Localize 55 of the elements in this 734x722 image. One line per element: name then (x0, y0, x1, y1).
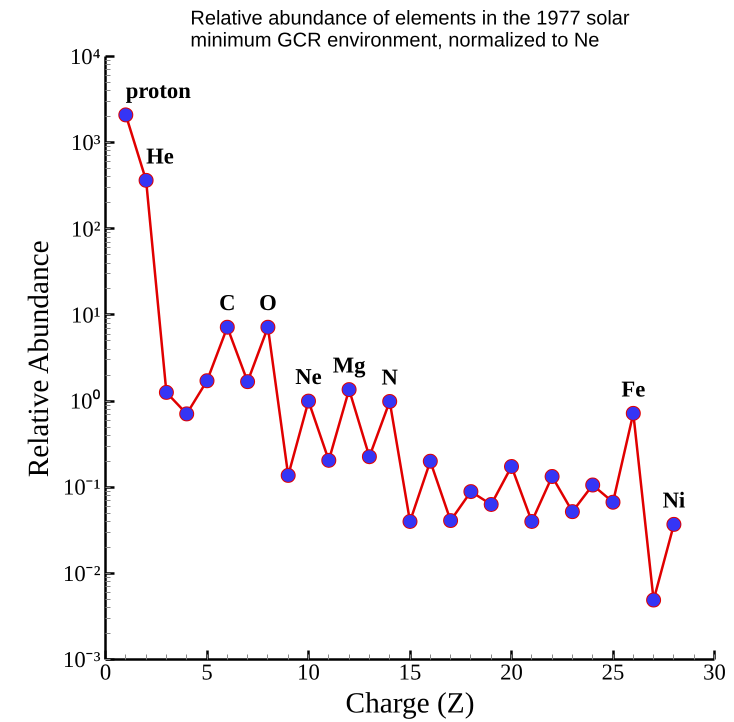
annotation: proton (126, 78, 192, 103)
y-tick-label: 10⁴ (70, 44, 101, 69)
annotation: Fe (621, 376, 646, 402)
point (200, 373, 214, 388)
point (666, 516, 682, 532)
y-tick-label: 10⁻³ (63, 647, 101, 672)
annotation: Ne (295, 364, 322, 390)
y-tick-label: 10⁻² (63, 560, 101, 586)
point (260, 320, 276, 335)
x-axis-title: Charge (Z) (346, 688, 474, 720)
point (118, 107, 134, 122)
y-tick-label: 10³ (71, 130, 101, 156)
point (626, 406, 641, 421)
point (220, 320, 235, 335)
annotation: O (259, 290, 277, 316)
point (564, 504, 580, 520)
y-tick-label: 10⁻¹ (63, 474, 101, 500)
point (240, 374, 256, 390)
x-tick-label: 30 (703, 660, 726, 684)
point (301, 394, 316, 409)
point (179, 406, 194, 422)
point (280, 468, 296, 483)
point (484, 497, 499, 512)
annotation: Mg (332, 352, 366, 378)
chart-title: Relative abundance of elements in the 1977 solar minimum GCR environment, normalized to Ne (190, 8, 630, 52)
point (544, 469, 560, 484)
point (382, 394, 398, 409)
point (362, 449, 377, 464)
point (402, 514, 418, 529)
point (321, 452, 336, 468)
annotation: N (382, 364, 399, 390)
y-axis-title: Relative Abundance (23, 240, 56, 478)
point (422, 454, 438, 469)
point (524, 514, 540, 529)
y-tick-label: 10¹ (71, 302, 101, 328)
point (463, 484, 478, 500)
point (585, 478, 600, 493)
point (606, 494, 620, 510)
point (158, 384, 174, 400)
y-tick-label: 10² (71, 216, 101, 242)
point (646, 592, 662, 608)
x-tick-label: 20 (500, 660, 523, 684)
annotation: He (146, 143, 174, 168)
x-tick-label: 5 (201, 660, 213, 684)
x-tick-label: 15 (398, 660, 422, 684)
point (504, 459, 519, 474)
point (138, 172, 154, 188)
y-tick-label: 10⁰ (70, 388, 100, 414)
x-tick-label: 25 (602, 660, 624, 684)
x-tick-label: 0 (100, 660, 112, 684)
annotation: Ni (662, 487, 686, 512)
point (342, 382, 357, 398)
x-tick-label: 10 (297, 660, 320, 684)
annotation: C (219, 290, 236, 316)
point (443, 513, 458, 528)
